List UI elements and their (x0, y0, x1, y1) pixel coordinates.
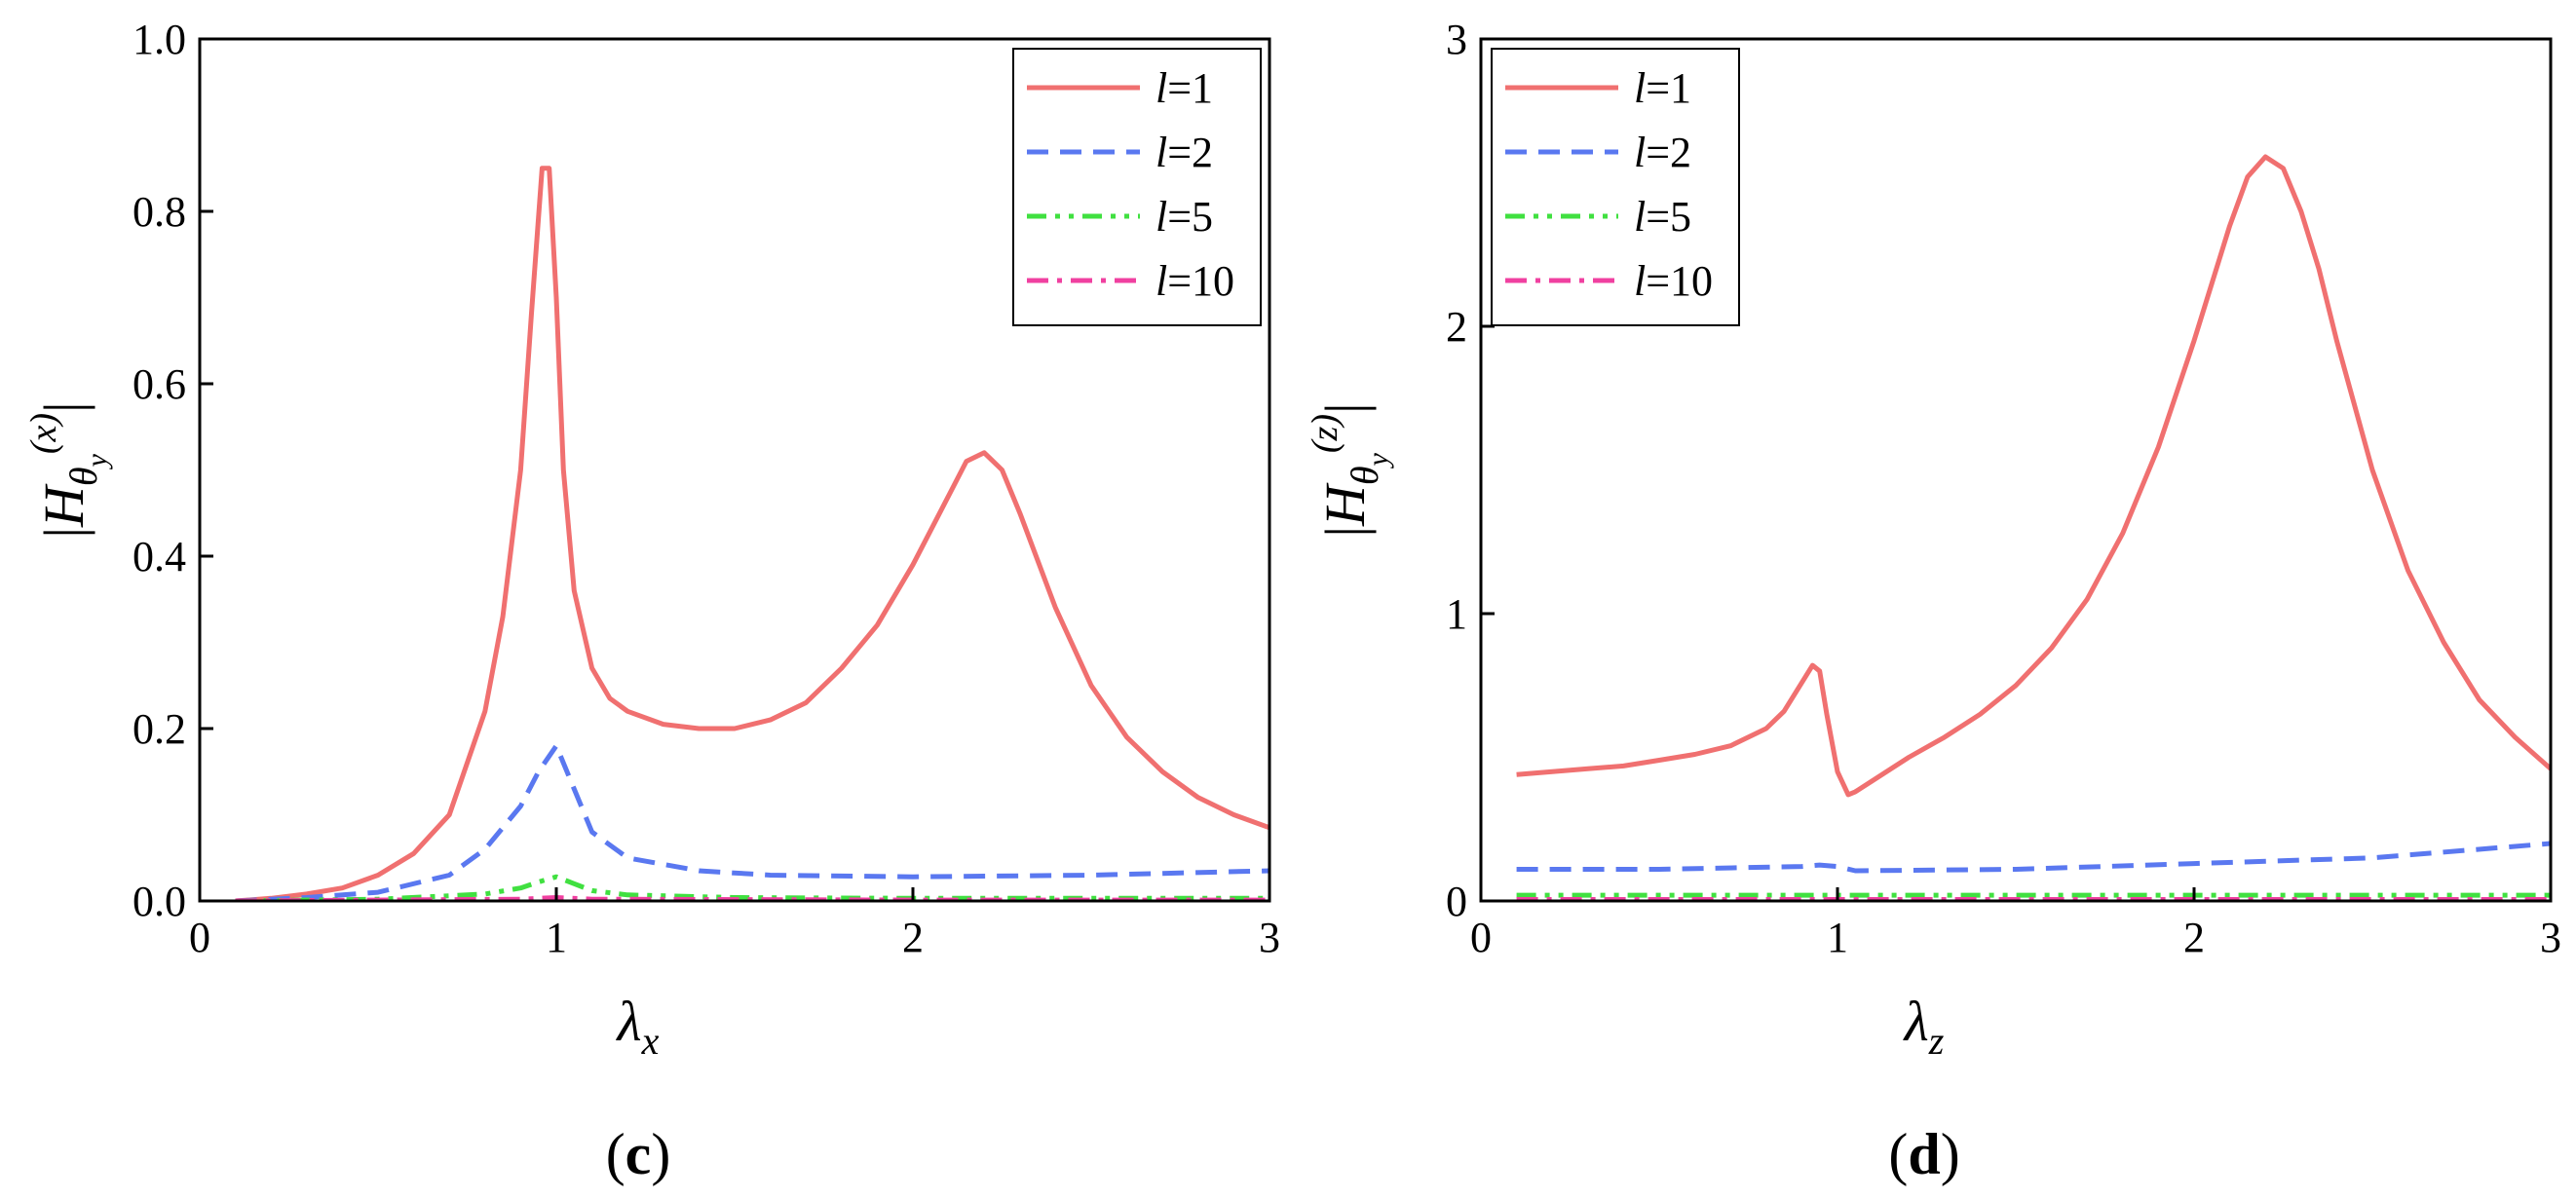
legend-box (1491, 48, 1740, 326)
legend-label-l-5: l=5 (1155, 193, 1213, 241)
x-tick-label: 2 (2183, 914, 2205, 961)
y-axis-label: |Hθy(x)| (23, 401, 113, 538)
x-axis-label: λz (1903, 990, 1945, 1063)
y-tick-label: 0.4 (133, 533, 186, 581)
panel-label: (c) (606, 1122, 671, 1186)
y-tick-label: 0.2 (133, 705, 186, 753)
series-line-l-5 (235, 874, 1269, 901)
series-line-l-2 (1516, 841, 2551, 874)
legend-label-l-10: l=10 (1634, 257, 1713, 305)
legend-label-l-5: l=5 (1634, 193, 1691, 241)
y-tick-label: 1.0 (133, 16, 186, 63)
x-tick-label: 1 (1827, 914, 1848, 961)
legend: l=1 l=2 l=5 l=10 (1012, 48, 1262, 326)
series-line-l-1 (1516, 154, 2551, 798)
legend-label-l-1: l=1 (1155, 64, 1213, 112)
legend-label-l-2: l=2 (1155, 129, 1213, 176)
legend-label-l-1: l=1 (1634, 64, 1691, 112)
x-tick-label: 3 (2540, 914, 2561, 961)
plot-frame (1479, 37, 2553, 903)
legend-label-l-2: l=2 (1634, 129, 1691, 176)
legend-label-l-10: l=10 (1155, 257, 1234, 305)
legend: l=1 l=2 l=5 l=10 (1491, 48, 1740, 326)
x-tick-label: 3 (1259, 914, 1280, 961)
legend-box (1012, 48, 1262, 326)
y-tick-label: 1 (1446, 590, 1467, 638)
x-tick-label: 2 (902, 914, 924, 961)
series-line-l-1 (235, 166, 1269, 901)
y-tick-label: 0 (1446, 878, 1467, 925)
x-tick-label: 1 (546, 914, 567, 961)
y-tick-label: 0.0 (133, 878, 186, 925)
y-tick-label: 3 (1446, 16, 1467, 63)
y-tick-label: 0.8 (133, 188, 186, 236)
panel-label: (d) (1888, 1122, 1959, 1186)
y-tick-label: 2 (1446, 303, 1467, 351)
x-tick-label: 0 (189, 914, 210, 961)
plot-frame (198, 37, 1271, 903)
x-tick-label: 0 (1470, 914, 1492, 961)
x-axis-label: λx (616, 990, 660, 1063)
y-tick-label: 0.6 (133, 360, 186, 408)
chart-panel-c: 0 1 2 30.00.20.40.60.81.0λx|Hθy(x)|l=1l=2l=… (23, 16, 1280, 1186)
y-axis-label: |Hθy(z)| (1305, 402, 1394, 537)
series-line-l-2 (235, 743, 1269, 901)
chart-panel-d: 0 1 2 3 0 1 2 3 λz |Hθy(z)| l=1 l=2 l=5 l=10 (d) (1305, 16, 2561, 1186)
